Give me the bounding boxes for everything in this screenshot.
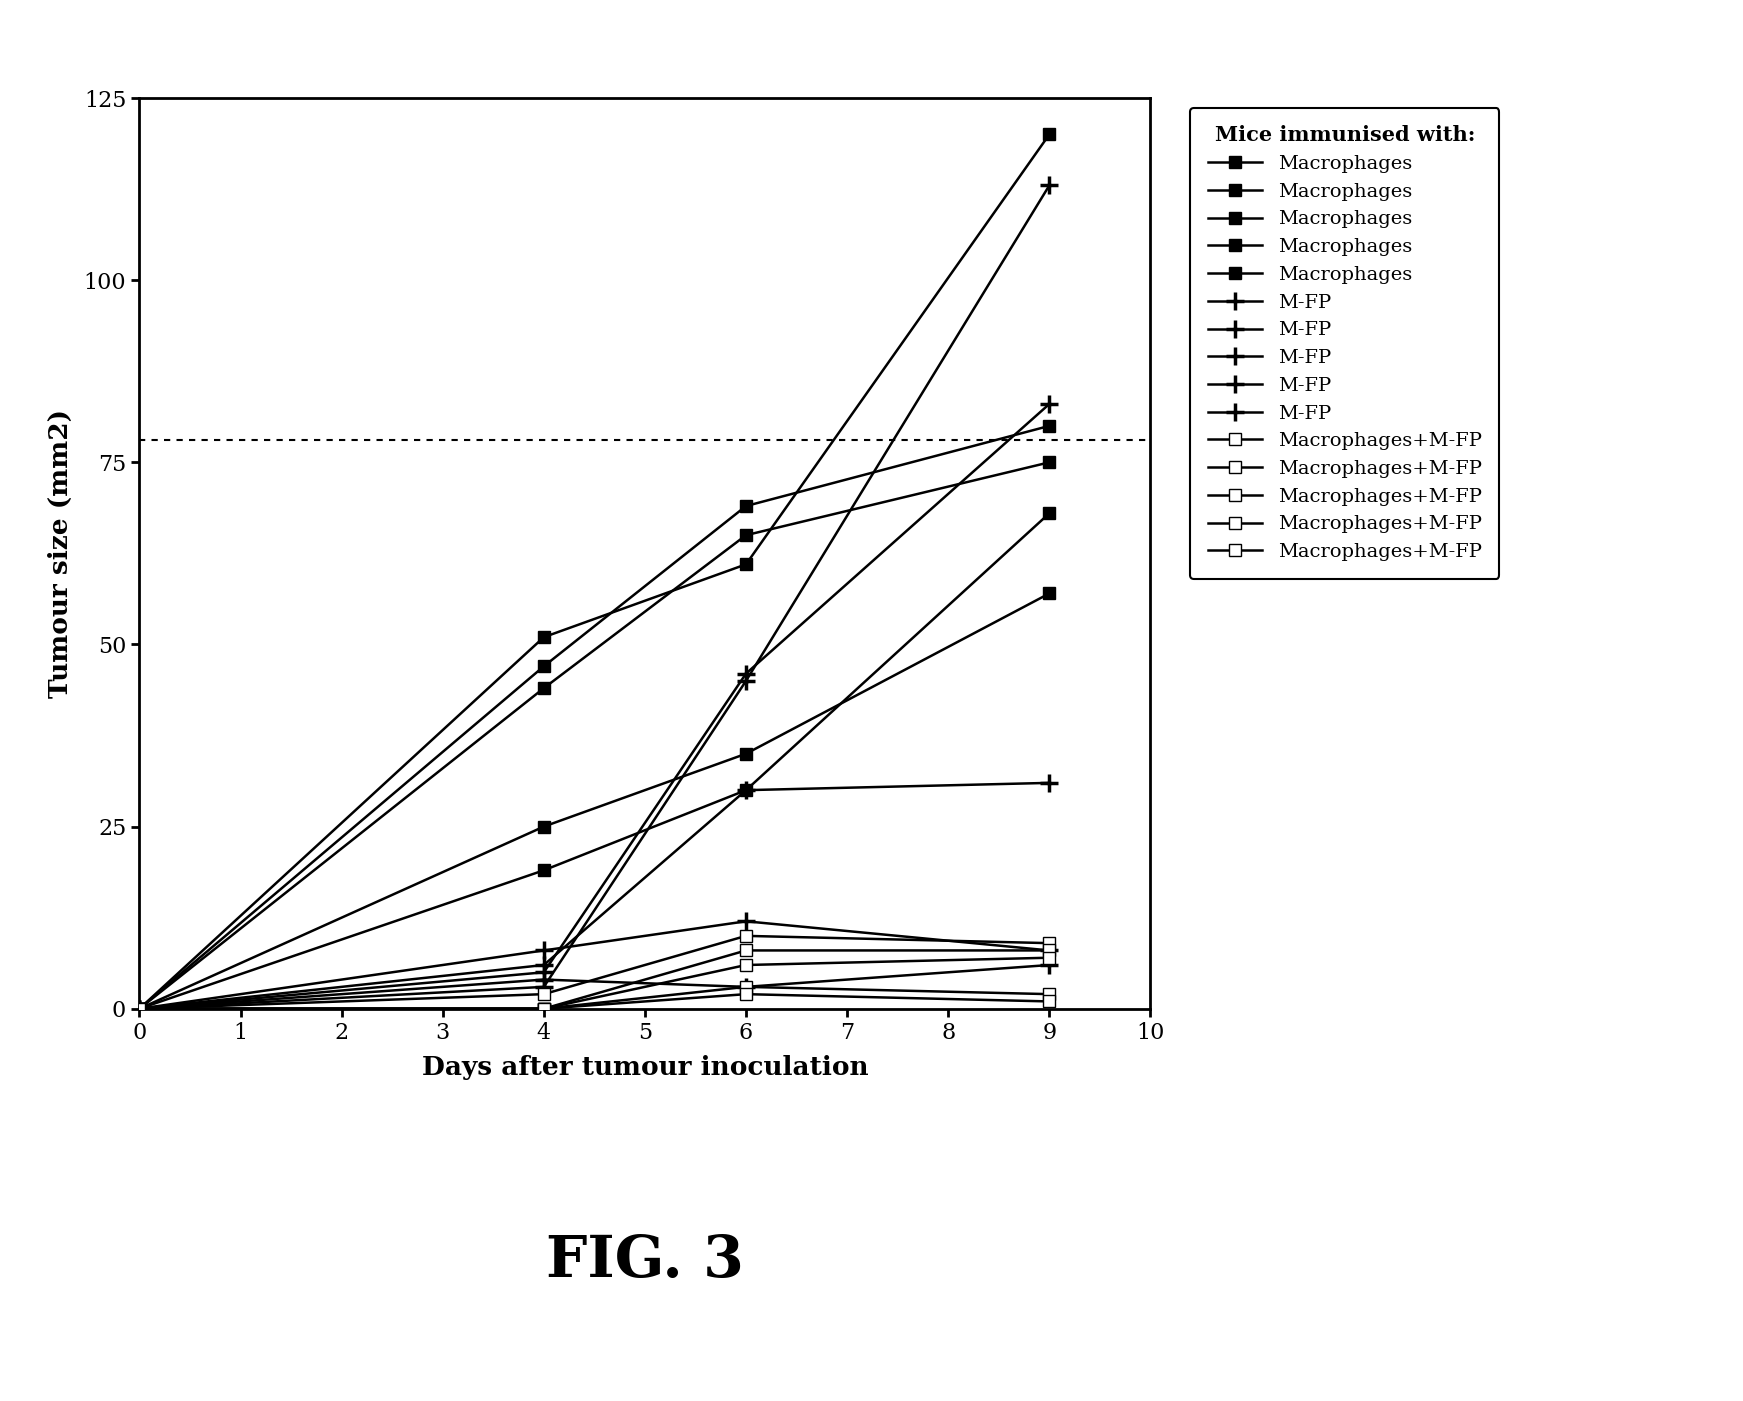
Legend: Macrophages, Macrophages, Macrophages, Macrophages, Macrophages, M-FP, M-FP, M-F: Macrophages, Macrophages, Macrophages, M… [1190, 108, 1499, 579]
Text: FIG. 3: FIG. 3 [546, 1233, 744, 1289]
Y-axis label: Tumour size (mm2): Tumour size (mm2) [47, 409, 73, 698]
X-axis label: Days after tumour inoculation: Days after tumour inoculation [422, 1055, 868, 1080]
